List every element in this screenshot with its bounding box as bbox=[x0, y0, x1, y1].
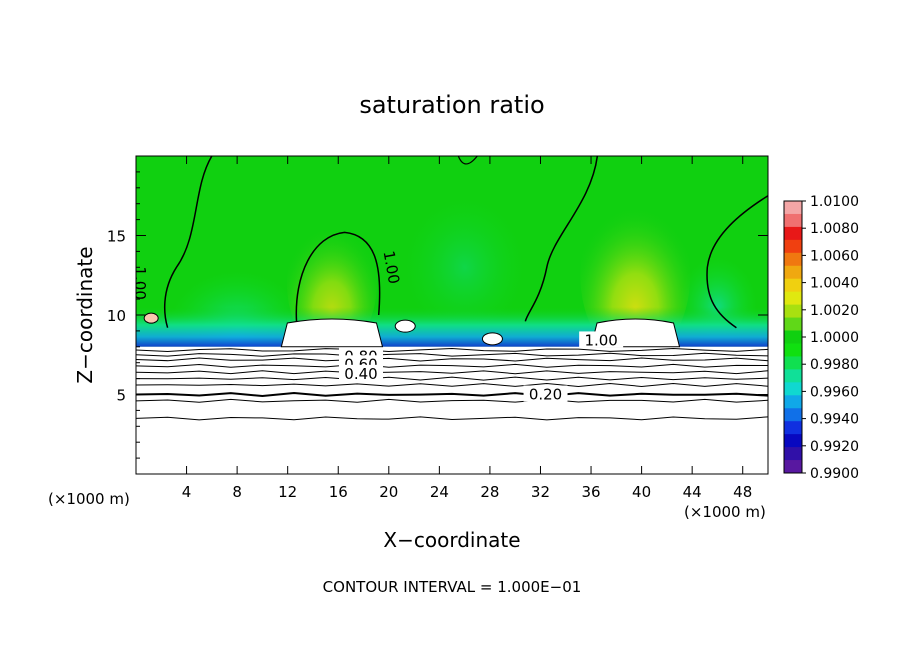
contour-label: 1.00 bbox=[131, 266, 149, 299]
contour-line bbox=[136, 392, 768, 398]
contour-field bbox=[136, 156, 768, 474]
contour-label: 1.00 bbox=[380, 249, 404, 285]
colorbar-swatch bbox=[784, 395, 802, 409]
field-below-zero bbox=[136, 346, 768, 474]
x-axis-label: X−coordinate bbox=[383, 528, 520, 552]
x-tick-label: 20 bbox=[379, 483, 398, 501]
contour-label-bg bbox=[523, 385, 568, 402]
colorbar-swatch bbox=[784, 278, 802, 293]
colorbar-swatch bbox=[784, 317, 802, 332]
colorbar-swatch bbox=[784, 369, 802, 383]
colorbar-swatch bbox=[784, 330, 802, 344]
contour-line bbox=[136, 363, 768, 368]
x-unit-label-right: (×1000 m) bbox=[684, 503, 766, 521]
y-axis: 5 10 15 bbox=[107, 171, 768, 459]
chart-title: saturation ratio bbox=[359, 91, 544, 119]
x-unit-label-left: (×1000 m) bbox=[48, 490, 130, 508]
cloud-top bbox=[143, 312, 159, 324]
colorbar-tick-label: 0.9900 bbox=[810, 466, 859, 482]
colorbar-tick-label: 1.0020 bbox=[810, 303, 859, 319]
x-axis: 4 8 12 16 20 24 28 32 36 40 44 48 bbox=[182, 156, 752, 501]
colorbar-swatch bbox=[784, 447, 802, 461]
contour-line bbox=[136, 370, 768, 375]
contour-line bbox=[295, 231, 381, 322]
x-tick-label: 32 bbox=[531, 483, 550, 501]
colorbar-tick-label: 0.9980 bbox=[810, 357, 859, 373]
colorbar-tick-label: 1.0060 bbox=[810, 248, 859, 264]
contour-line bbox=[136, 382, 768, 387]
colorbar-swatch bbox=[784, 421, 802, 435]
colorbar-swatch bbox=[784, 201, 802, 215]
y-tick-label: 15 bbox=[107, 228, 126, 246]
colorbar-tick-label: 0.9960 bbox=[810, 384, 859, 400]
contour-line bbox=[136, 347, 768, 352]
field-moist-patch bbox=[404, 197, 525, 338]
cloud-top bbox=[280, 318, 384, 348]
contour-interval-note: CONTOUR INTERVAL = 1.000E−01 bbox=[323, 578, 582, 596]
colorbar-tick-label: 1.0000 bbox=[810, 330, 859, 346]
contour-label: 0.20 bbox=[529, 386, 562, 404]
y-axis-label: Z−coordinate bbox=[73, 246, 97, 383]
x-tick-label: 16 bbox=[329, 483, 348, 501]
colorbar-swatch bbox=[784, 239, 802, 254]
contour-line bbox=[136, 376, 768, 381]
colorbar-tick-label: 1.0100 bbox=[810, 194, 859, 210]
contour-line bbox=[136, 352, 768, 357]
colorbar-swatch bbox=[784, 382, 802, 396]
colorbar-swatch bbox=[784, 434, 802, 448]
colorbar-swatch bbox=[784, 343, 802, 357]
x-tick-label: 28 bbox=[480, 483, 499, 501]
contour-line bbox=[136, 398, 768, 403]
y-tick-label: 10 bbox=[107, 307, 126, 325]
contour-line bbox=[136, 416, 768, 421]
colorbar-swatch bbox=[784, 460, 802, 474]
contour-label-bg bbox=[579, 331, 624, 348]
contour-line bbox=[457, 156, 478, 165]
contour-label: 1.00 bbox=[584, 331, 617, 349]
contour-label-bg bbox=[338, 364, 383, 381]
colorbar-tick-label: 0.9940 bbox=[810, 412, 859, 428]
colorbar-tick-label: 0.9920 bbox=[810, 439, 859, 455]
colorbar-swatch bbox=[784, 408, 802, 422]
colorbar: 1.0100 1.0080 1.0060 1.0040 1.0020 1.0000 0.99… bbox=[783, 194, 859, 482]
colorbar-tick-label: 1.0040 bbox=[810, 276, 859, 292]
colorbar-swatch bbox=[784, 356, 802, 370]
colorbar-swatch bbox=[784, 226, 802, 241]
colorbar-swatch bbox=[784, 291, 802, 306]
contour-lines: 1.001.001.000.800.600.400.20 bbox=[131, 156, 768, 421]
contour-line bbox=[706, 195, 768, 329]
cloud-top bbox=[394, 319, 416, 333]
x-tick-label: 12 bbox=[278, 483, 297, 501]
y-tick-label: 5 bbox=[116, 387, 126, 405]
x-tick-label: 24 bbox=[430, 483, 449, 501]
x-tick-label: 36 bbox=[581, 483, 600, 501]
x-tick-label: 44 bbox=[683, 483, 702, 501]
colorbar-swatch bbox=[784, 304, 802, 319]
x-tick-label: 8 bbox=[232, 483, 242, 501]
colorbar-swatch bbox=[784, 252, 802, 267]
cloud-top bbox=[481, 332, 503, 346]
contour-line bbox=[524, 156, 599, 322]
x-tick-label: 48 bbox=[733, 483, 752, 501]
colorbar-swatch bbox=[784, 265, 802, 280]
contour-line bbox=[163, 156, 213, 328]
x-tick-label: 40 bbox=[632, 483, 651, 501]
contour-label: 0.40 bbox=[344, 365, 377, 383]
x-tick-label: 4 bbox=[182, 483, 192, 501]
colorbar-swatch bbox=[784, 213, 802, 228]
contour-line bbox=[136, 357, 768, 362]
colorbar-tick-label: 1.0080 bbox=[810, 221, 859, 237]
